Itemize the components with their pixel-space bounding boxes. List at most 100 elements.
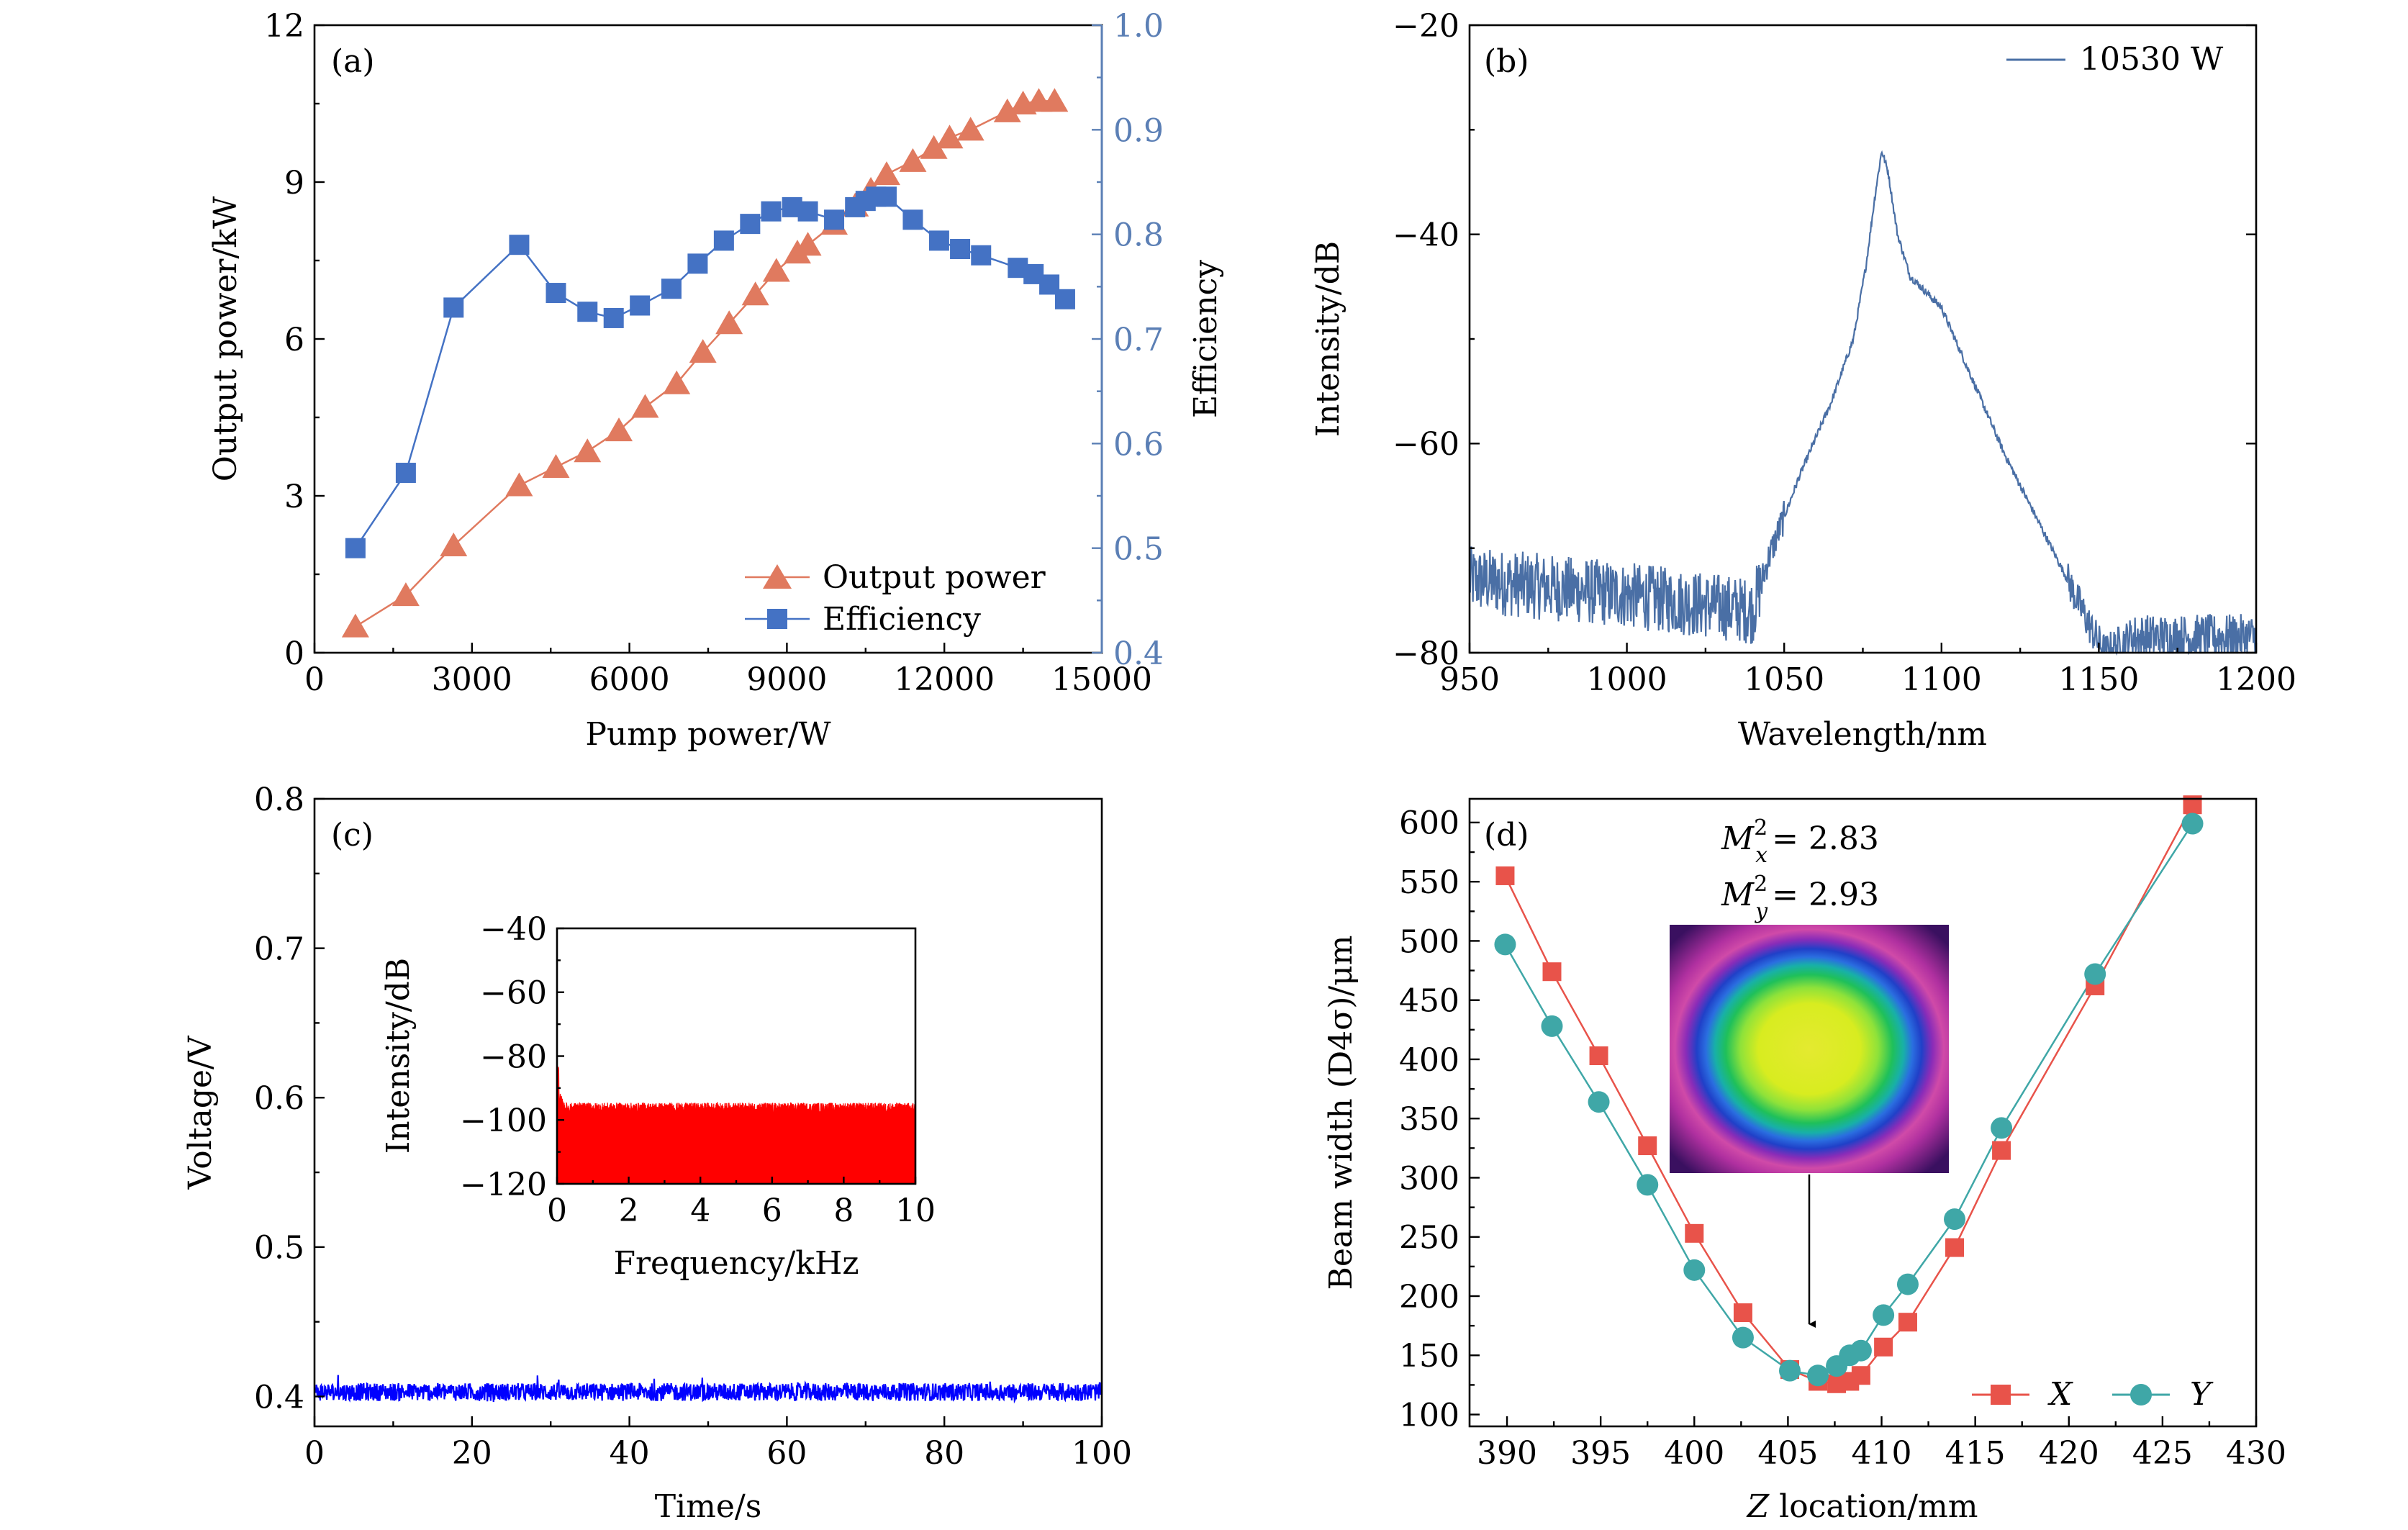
beam-y-point <box>1850 1339 1872 1362</box>
ci-xtick-label-1: 2 <box>619 1192 639 1229</box>
efficiency-point <box>902 209 923 230</box>
ci-ytick-label-1: −100 <box>460 1103 547 1139</box>
efficiency-point <box>395 463 416 484</box>
m2x-sup: 2 <box>1754 815 1767 841</box>
ci-ytick-label-0: −120 <box>460 1167 547 1203</box>
beam-profile-image <box>1670 925 1949 1173</box>
output-power-point <box>542 454 570 479</box>
output-power-point <box>1041 88 1069 112</box>
a-left-ytick-label-1: 3 <box>284 479 304 515</box>
d-xtick-label-2: 400 <box>1664 1435 1724 1472</box>
output-power-point <box>993 98 1021 122</box>
a-right-ytick-label-4: 0.8 <box>1113 217 1164 254</box>
c-ytick-label-3: 0.7 <box>254 931 304 967</box>
panel-c: 0 20 40 60 80 1000.40.50.60.70.8 (c) Time/s V… <box>182 782 1132 1525</box>
panel-a-legend: Output power Efficiency <box>745 559 1046 638</box>
b-xtick-label-2: 1050 <box>1744 661 1824 698</box>
output-power-point <box>440 533 468 557</box>
a-xtick-label-1: 3000 <box>432 661 512 698</box>
m2x-value: = 2.83 <box>1772 820 1879 857</box>
beam-x-point <box>1685 1223 1704 1243</box>
m2x-symbol: M <box>1721 820 1755 857</box>
b-xtick-label-0: 950 <box>1439 661 1500 698</box>
d-xtick-label-7: 425 <box>2132 1435 2193 1472</box>
output-power-point <box>505 472 533 497</box>
output-power-point <box>689 339 717 363</box>
efficiency-point <box>546 283 566 304</box>
beam-y-point <box>1807 1364 1829 1387</box>
panel-b-legend: 10530 W <box>2006 41 2224 78</box>
output-power-point <box>574 438 602 463</box>
panel-d-plot-area <box>1494 795 2204 1393</box>
output-power-point <box>762 258 790 282</box>
d-xtick-label-1: 395 <box>1570 1435 1631 1472</box>
output-power-point <box>663 370 691 394</box>
beam-y-point <box>1541 1015 1563 1037</box>
beam-x-point <box>1992 1141 2011 1160</box>
a-left-ytick-label-2: 6 <box>284 322 304 358</box>
d-ytick-label-6: 400 <box>1399 1042 1459 1079</box>
b-xtick-label-5: 1200 <box>2216 661 2296 698</box>
panel-d-frame <box>1468 797 2258 1428</box>
beam-x-point <box>1851 1366 1870 1385</box>
panel-d-legend: X Y <box>1972 1376 2214 1413</box>
beam-y-point <box>1873 1304 1895 1326</box>
output-power-point <box>956 117 985 141</box>
legend-x-marker <box>1991 1385 2011 1405</box>
a-right-ytick-label-6: 1.0 <box>1113 8 1164 45</box>
efficiency-point <box>630 295 651 316</box>
panel-c-xlabel: Time/s <box>655 1488 762 1525</box>
a-left-ytick-label-4: 12 <box>264 8 304 45</box>
d-ytick-label-8: 500 <box>1399 923 1459 960</box>
b-ytick-label-2: −40 <box>1393 217 1459 254</box>
output-power-point <box>794 232 822 256</box>
c-ytick-label-0: 0.4 <box>254 1379 304 1416</box>
panel-d-xlabel-rest: location/mm <box>1769 1488 1978 1525</box>
legend-efficiency-label: Efficiency <box>823 601 981 638</box>
b-xtick-label-4: 1150 <box>2058 661 2139 698</box>
ci-ytick-label-4: −40 <box>480 911 547 948</box>
inset-axes: 0 2 4 6 8 10 −120 −100 −80 −60 −40 <box>460 911 936 1229</box>
a-right-ytick-label-2: 0.6 <box>1113 426 1164 463</box>
d-xtick-label-5: 415 <box>1945 1435 2006 1472</box>
output-power-point <box>920 135 948 159</box>
panel-d-label: (d) <box>1484 817 1529 854</box>
output-power-point <box>341 613 369 638</box>
panel-b-ylabel: Intensity/dB <box>1310 241 1346 437</box>
a-right-ytick-label-5: 0.9 <box>1113 112 1164 149</box>
panel-b-axes: 950 1000 1050 1100 1150 1200 −80 −60 −40 −20 <box>1393 8 2296 698</box>
efficiency-point <box>950 239 971 260</box>
panel-b-xlabel: Wavelength/nm <box>1738 716 1987 753</box>
voltage-trace <box>313 1375 1103 1404</box>
a-xtick-label-2: 6000 <box>589 661 670 698</box>
panel-a-axes: 0 3000 6000 9000 12000 150000369120.40.50.60.… <box>264 8 1164 698</box>
legend-efficiency-marker <box>767 609 787 629</box>
beam-x-point <box>1898 1313 1917 1332</box>
beam-x-point <box>1542 962 1562 982</box>
d-ytick-label-4: 300 <box>1399 1160 1459 1197</box>
legend-output-power-marker <box>763 564 792 589</box>
ci-xtick-label-2: 4 <box>690 1192 710 1229</box>
beam-y-point <box>1637 1174 1659 1196</box>
a-xtick-label-4: 12000 <box>894 661 995 698</box>
output-power-point <box>936 125 964 149</box>
ci-xtick-label-4: 8 <box>833 1192 854 1229</box>
b-ytick-label-0: −80 <box>1393 635 1459 672</box>
b-xtick-label-3: 1100 <box>1901 661 1982 698</box>
panel-b: 950 1000 1050 1100 1150 1200−80−60−40−20 (b) … <box>1310 8 2296 753</box>
panel-a: 0 3000 6000 9000 12000 150000369120.40.50.60.… <box>207 8 1224 753</box>
panel-c-axes: 0 20 40 60 80 1000.40.50.60.70.8 <box>254 782 1132 1472</box>
efficiency-point <box>345 538 366 558</box>
beam-y-point <box>1732 1326 1754 1349</box>
m2x-sub: x <box>1755 843 1767 868</box>
d-xtick-label-4: 410 <box>1852 1435 1912 1472</box>
efficiency-point <box>687 253 708 274</box>
legend-x-label: X <box>2047 1376 2073 1413</box>
c-xtick-label-3: 60 <box>766 1435 807 1472</box>
ci-xtick-label-0: 0 <box>547 1192 567 1229</box>
inset-plot-area <box>556 1066 916 1185</box>
d-ytick-label-5: 350 <box>1399 1101 1459 1138</box>
c-xtick-label-2: 40 <box>610 1435 650 1472</box>
ci-xtick-label-3: 6 <box>762 1192 782 1229</box>
panel-d: 390 395 400 405 410 415 420 425 430 100 150 200 250 3… <box>1323 795 2286 1525</box>
